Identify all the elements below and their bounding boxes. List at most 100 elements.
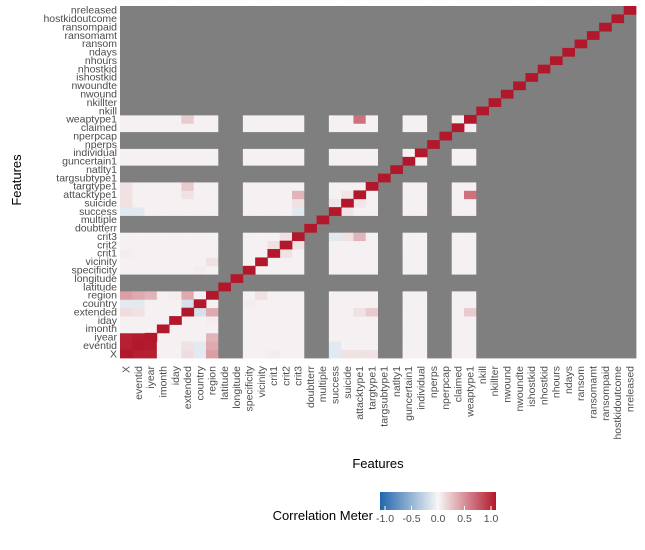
heatmap-cell-longitude-iday [230, 316, 244, 325]
heatmap-cell-X-nwoundte [120, 81, 133, 91]
heatmap-cell-crit3-nhostkid [292, 64, 305, 74]
heatmap-cell-claimed-multiple [451, 215, 465, 225]
heatmap-cell-country-claimed [193, 123, 207, 133]
heatmap-cell-extended-X [181, 349, 195, 359]
heatmap-cell-suicide-vicinity [341, 257, 354, 267]
heatmap-cell-nkill-ishostkid [476, 73, 489, 82]
heatmap-cell-imonth-ndays [156, 47, 170, 57]
heatmap-cell-individual-individual [414, 148, 428, 158]
heatmap-cell-attacktype1-specificity [353, 265, 367, 275]
heatmap-cell-guncertain1-individual [402, 148, 416, 158]
heatmap-cell-ransompaid-claimed [599, 123, 612, 133]
heatmap-cell-success-doubtterr [328, 223, 342, 233]
y-tick-eventid: eventid [83, 340, 117, 352]
y-tick-weaptype1: weaptype1 [65, 114, 117, 126]
heatmap-cell-nhostkid-targsubtype1 [537, 173, 551, 183]
heatmap-cell-suicide-eventid [341, 341, 354, 351]
heatmap-cell-success-ishostkid [328, 73, 342, 82]
heatmap-cell-ndays-claimed [562, 123, 575, 133]
heatmap-cell-nwound-targsubtype1 [500, 173, 514, 183]
heatmap-cell-targsubtype1-X [378, 349, 391, 359]
heatmap-cell-targsubtype1-longitude [378, 274, 391, 283]
heatmap-cell-weaptype1-claimed [464, 123, 477, 133]
heatmap-cell-attacktype1-nhours [353, 56, 367, 66]
heatmap-cell-individual-nperpcap [414, 131, 428, 141]
heatmap-cell-crit3-nwoundte [292, 81, 305, 91]
heatmap-cell-claimed-nhours [451, 56, 465, 66]
heatmap-cell-iyear-nperps [144, 140, 158, 149]
heatmap-cell-nhostkid-X [537, 349, 551, 359]
heatmap-cell-nkillter-country [488, 299, 502, 309]
heatmap-cell-claimed-nkill [451, 106, 465, 116]
heatmap-cell-crit2-country [279, 299, 293, 309]
heatmap-cell-ransom-crit1 [574, 249, 588, 258]
heatmap-cell-iyear-weaptype1 [144, 114, 158, 124]
heatmap-cell-nperpcap-suicide [439, 198, 453, 208]
heatmap-cell-ransompaid-iday [599, 316, 612, 325]
heatmap-cell-suicide-guncertain1 [341, 156, 354, 166]
heatmap-cell-crit3-eventid [292, 341, 305, 351]
heatmap-cell-longitude-weaptype1 [230, 114, 244, 124]
x-tick-ishostkid: ishostkid [526, 366, 538, 407]
heatmap-cell-ndays-ishostkid [562, 73, 575, 82]
heatmap-cell-guncertain1-country [402, 299, 416, 309]
heatmap-cell-region-X [206, 349, 219, 359]
heatmap-cell-nwoundte-extended [513, 307, 526, 317]
heatmap-cell-natlty1-ishostkid [390, 73, 403, 82]
heatmap-cell-crit2-nhours [279, 56, 293, 66]
heatmap-cell-natlty1-extended [390, 307, 403, 317]
heatmap-cell-multiple-longitude [316, 274, 330, 283]
heatmap-cell-crit3-crit1 [292, 249, 305, 258]
heatmap-cell-vicinity-eventid [255, 341, 268, 351]
heatmap-cell-ndays-X [562, 349, 575, 359]
heatmap-cell-specificity-specificity [242, 265, 256, 275]
heatmap-cell-individual-nkill [414, 106, 428, 116]
heatmap-cell-ransomamt-ishostkid [586, 73, 600, 82]
heatmap-cell-specificity-nkillter [242, 98, 256, 107]
heatmap-cell-iyear-longitude [144, 274, 158, 283]
heatmap-cell-ransom-nreleased [574, 6, 588, 15]
heatmap-cell-nperps-nkill [427, 106, 440, 116]
heatmap-cell-ransompaid-ransompaid [599, 22, 612, 32]
heatmap-cell-nkill-latitude [476, 282, 489, 292]
heatmap-cell-nhours-weaptype1 [550, 114, 563, 124]
heatmap-cell-weaptype1-vicinity [464, 257, 477, 267]
heatmap-cell-claimed-nreleased [451, 6, 465, 15]
heatmap-cell-natlty1-multiple [390, 215, 403, 225]
heatmap-cell-targsubtype1-extended [378, 307, 391, 317]
heatmap-cell-ransom-extended [574, 307, 588, 317]
heatmap-cell-nwound-success [500, 207, 514, 216]
heatmap-cell-success-X [328, 349, 342, 359]
heatmap-cell-claimed-hostkidoutcome [451, 14, 465, 24]
heatmap-cell-claimed-success [451, 207, 465, 216]
heatmap-cell-crit3-doubtterr [292, 223, 305, 233]
heatmap-cell-weaptype1-ransom [464, 39, 477, 49]
heatmap-cell-ishostkid-ishostkid [525, 73, 539, 82]
heatmap-cell-nperps-individual [427, 148, 440, 158]
heatmap-cell-eventid-attacktype1 [132, 190, 145, 200]
heatmap-cell-nwoundte-nhostkid [513, 64, 526, 74]
heatmap-cell-claimed-natlty1 [451, 165, 465, 175]
heatmap-cell-multiple-ransompaid [316, 22, 330, 32]
heatmap-cell-nwoundte-success [513, 207, 526, 216]
heatmap-cell-country-crit3 [193, 232, 207, 242]
heatmap-cell-multiple-guncertain1 [316, 156, 330, 166]
heatmap-cell-nkillter-nkill [488, 106, 502, 116]
y-tick-attacktype1: attacktype1 [63, 189, 117, 201]
heatmap-cell-multiple-iday [316, 316, 330, 325]
heatmap-cell-nperps-nwoundte [427, 81, 440, 91]
heatmap-cell-imonth-weaptype1 [156, 114, 170, 124]
heatmap-cell-imonth-nreleased [156, 6, 170, 15]
heatmap-cell-nreleased-natlty1 [623, 165, 637, 175]
heatmap-cell-specificity-hostkidoutcome [242, 14, 256, 24]
heatmap-cell-imonth-country [156, 299, 170, 309]
heatmap-cell-crit2-guncertain1 [279, 156, 293, 166]
heatmap-cell-weaptype1-region [464, 290, 477, 300]
heatmap-cell-nhours-nreleased [550, 6, 563, 15]
heatmap-cell-extended-specificity [181, 265, 195, 275]
heatmap-cell-targsubtype1-doubtterr [378, 223, 391, 233]
heatmap-cell-specificity-ransomamt [242, 31, 256, 40]
heatmap-cell-success-ransomamt [328, 31, 342, 40]
heatmap-cell-attacktype1-weaptype1 [353, 114, 367, 124]
heatmap-cell-nperpcap-ndays [439, 47, 453, 57]
